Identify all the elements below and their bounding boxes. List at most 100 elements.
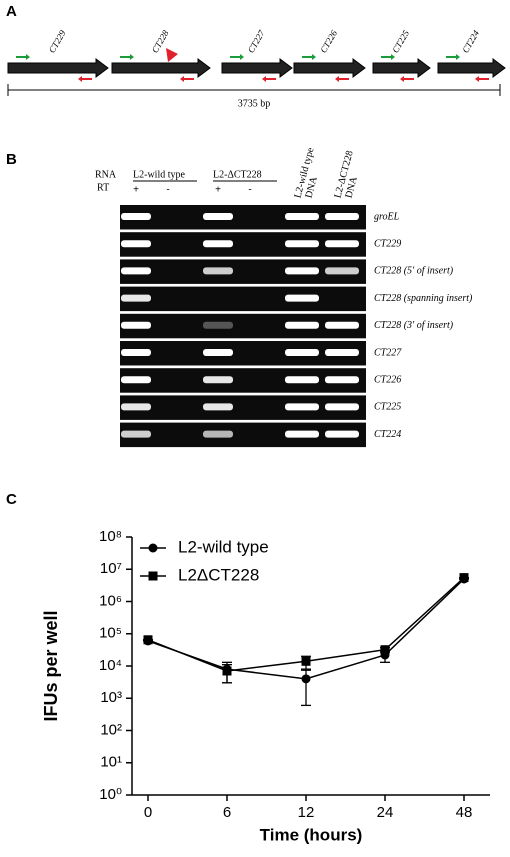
gel-band [285, 349, 319, 356]
panel-label: C [6, 491, 17, 508]
rt-sign: - [166, 185, 169, 196]
gel-band [325, 240, 359, 248]
primer-head [262, 76, 266, 82]
gel-band [203, 240, 233, 248]
x-tick-label: 24 [377, 804, 394, 821]
gel-band [203, 349, 233, 356]
legend-label: L2ΔCT228 [178, 565, 259, 584]
gel-row-label: CT227 [374, 347, 402, 358]
rt-sign: - [248, 185, 251, 196]
primer-head [78, 76, 82, 82]
gene-label: CT227 [246, 28, 267, 55]
primer-head [240, 54, 244, 60]
gene-arrow [372, 58, 431, 78]
gel-band [203, 430, 233, 438]
gel-band [121, 349, 151, 356]
gel-strip [120, 395, 366, 420]
gene-arrow [111, 58, 211, 78]
primer-head [475, 76, 479, 82]
gel-band [325, 267, 359, 275]
gel-strip [120, 341, 366, 366]
gel-row-label: groEL [374, 211, 400, 222]
gel-band [285, 376, 319, 384]
primer-head [391, 54, 395, 60]
gel-band [203, 376, 233, 384]
gel-row-label: CT228 (spanning insert) [374, 293, 473, 304]
gel-band [121, 403, 151, 411]
gel-band [121, 294, 151, 302]
gel-strip [120, 368, 366, 393]
gene-label: CT225 [390, 28, 411, 55]
y-tick-label: 10⁰ [99, 786, 122, 803]
x-tick-label: 12 [298, 804, 315, 821]
primer-head [130, 54, 134, 60]
primer-head [456, 54, 460, 60]
rna-label: RNA [95, 169, 117, 180]
gene-arrow [293, 58, 366, 78]
gel-row-label: CT226 [374, 374, 401, 385]
gel-band [203, 403, 233, 411]
primer-head [180, 76, 184, 82]
x-tick-label: 0 [144, 804, 152, 821]
gel-band [285, 240, 319, 248]
gel-band [285, 430, 319, 438]
gel-band [121, 267, 151, 275]
gene-arrow [7, 58, 109, 78]
y-axis-label: IFUs per well [41, 610, 61, 721]
primer-head [400, 76, 404, 82]
y-tick-label: 10⁵ [99, 625, 122, 642]
gel-row-label: CT228 (3' of insert) [374, 320, 454, 331]
gene-label: CT224 [460, 28, 481, 55]
gel-band [203, 213, 233, 220]
gel-strip [120, 259, 366, 284]
gel-strip [120, 313, 366, 339]
gel-row-label: CT229 [374, 238, 401, 249]
gel-band [121, 240, 151, 248]
marker [222, 666, 232, 676]
gel-strip [120, 286, 366, 312]
gel-band [203, 267, 233, 275]
primer-head [312, 54, 316, 60]
marker [148, 543, 158, 553]
gel-band [325, 349, 359, 356]
gel-band [325, 430, 359, 438]
x-tick-label: 6 [223, 804, 231, 821]
legend-label: L2-wild type [178, 537, 269, 556]
gel-band [325, 321, 359, 329]
gel-band [285, 267, 319, 275]
group-label: L2-ΔCT228 [213, 169, 262, 180]
rt-label: RT [97, 182, 109, 193]
gel-band [325, 376, 359, 384]
gel-band [285, 321, 319, 329]
marker [301, 656, 311, 666]
gene-arrow [221, 58, 293, 78]
y-tick-label: 10² [100, 721, 122, 738]
gel-row-label: CT224 [374, 429, 401, 440]
gel-row-label: CT225 [374, 402, 401, 413]
gene-label: CT229 [47, 28, 68, 55]
rt-sign: + [133, 185, 139, 196]
gene-arrow [437, 58, 506, 78]
marker [301, 674, 311, 684]
x-axis-label: Time (hours) [260, 825, 363, 844]
gel-band [325, 213, 359, 220]
y-tick-label: 10¹ [100, 754, 122, 771]
gel-strip [120, 205, 366, 230]
gene-label: CT226 [318, 28, 339, 55]
rt-sign: + [215, 185, 221, 196]
y-tick-label: 10⁷ [100, 560, 122, 577]
gel-band [121, 430, 151, 438]
gel-band [121, 321, 151, 329]
x-tick-label: 48 [456, 804, 473, 821]
y-tick-label: 10⁴ [99, 657, 122, 674]
panel-label: B [6, 151, 17, 168]
marker [459, 573, 469, 583]
marker [380, 645, 390, 655]
y-tick-label: 10⁸ [99, 528, 122, 545]
gel-band [325, 403, 359, 411]
primer-head [26, 54, 30, 60]
marker [143, 635, 153, 645]
gel-band [203, 321, 233, 329]
